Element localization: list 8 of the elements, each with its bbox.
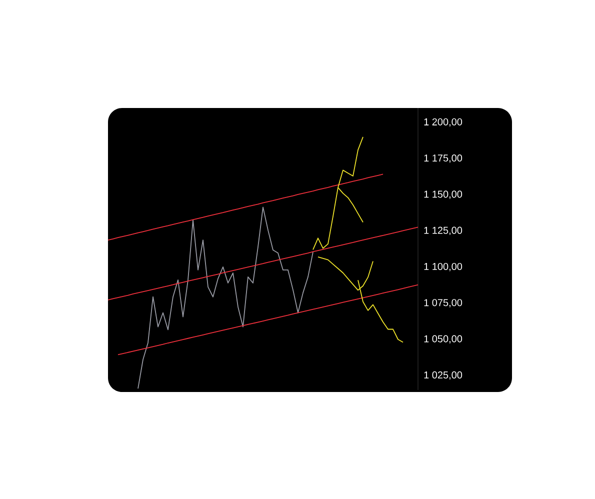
y-tick-label: 1 150,00	[424, 190, 462, 199]
y-tick-label: 1 075,00	[424, 299, 462, 308]
y-tick-label: 1 050,00	[424, 335, 462, 344]
y-tick-label: 1 100,00	[424, 262, 462, 272]
y-tick-label: 1 175,00	[424, 154, 462, 163]
y-tick-label: 1 125,00	[424, 226, 462, 236]
y-tick-label: 1 025,00	[424, 371, 462, 380]
y-tick-label: 1 200,00	[424, 118, 462, 127]
